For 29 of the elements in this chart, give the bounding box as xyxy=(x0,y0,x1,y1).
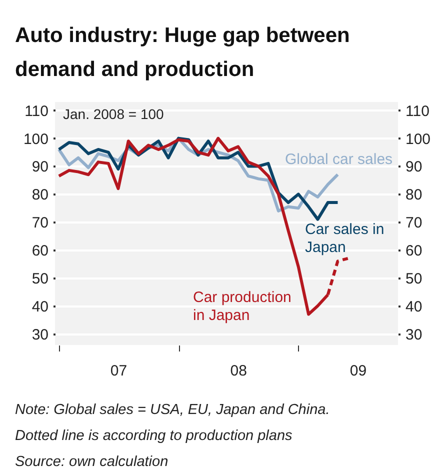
series-label: Car sales in Japan xyxy=(305,221,384,256)
y-tick-label: 90 xyxy=(32,158,48,176)
y-tick-label: 110 xyxy=(24,102,48,120)
y-tick-label: 30 xyxy=(32,326,48,344)
y-tick-label: 100 xyxy=(23,130,48,148)
y-tick-label: 60 xyxy=(32,242,48,260)
y2-tick-label: 90 xyxy=(406,158,422,176)
series-label: Global car sales xyxy=(285,151,393,168)
y2-tick-label: 50 xyxy=(406,270,422,288)
y-tick-label: 40 xyxy=(32,298,48,316)
y2-tick-label: 30 xyxy=(406,326,422,344)
x-tick-label: 08 xyxy=(230,362,247,380)
y2-tick-label: 80 xyxy=(406,186,422,204)
y2-tick-label: 40 xyxy=(406,298,422,316)
y-tick-label: 80 xyxy=(32,186,48,204)
y2-tick-label: 70 xyxy=(406,214,422,232)
annotation: Jan. 2008 = 100 xyxy=(63,106,164,122)
source-note: Source: own calculation xyxy=(15,454,168,470)
x-tick-label: 09 xyxy=(350,362,367,380)
y2-tick-label: 100 xyxy=(406,130,431,148)
text: Note: Global sales = USA, EU, Japan and China. xyxy=(15,402,330,418)
y-tick-label: 50 xyxy=(32,270,48,288)
y-tick-label: 70 xyxy=(32,214,48,232)
y2-tick-label: 60 xyxy=(406,242,422,260)
y2-tick-label: 110 xyxy=(406,102,430,120)
text: Dotted line is according to production plans xyxy=(15,428,292,444)
x-tick-label: 07 xyxy=(110,362,128,380)
chart-title: Auto industry: Huge gap between demand and production xyxy=(15,24,350,81)
series-label: Car production in Japan xyxy=(193,289,292,324)
